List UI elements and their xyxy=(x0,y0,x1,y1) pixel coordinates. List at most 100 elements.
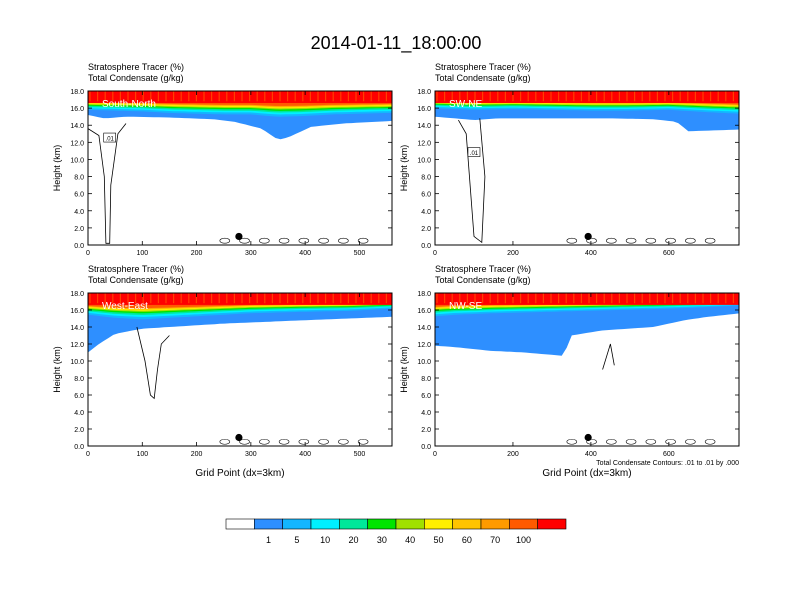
x-tick-label: 400 xyxy=(585,451,597,458)
surface-contour xyxy=(685,237,696,244)
y-tick-label: 6.0 xyxy=(74,393,84,400)
x-tick-label: 300 xyxy=(245,451,257,458)
y-tick-label: 0.0 xyxy=(74,444,84,451)
y-tick-label: 14.0 xyxy=(417,123,431,130)
figure-title: 2014-01-11_18:00:00 xyxy=(311,33,482,54)
surface-contour xyxy=(219,237,231,244)
surface-contour xyxy=(586,237,597,244)
y-tick-label: 10.0 xyxy=(417,157,431,164)
y-tick-label: 12.0 xyxy=(70,342,84,349)
colorbar-label: 40 xyxy=(405,535,415,545)
y-tick-label: 10.0 xyxy=(70,359,84,366)
contour-label: .01 xyxy=(470,151,479,157)
colorbar-swatch xyxy=(310,518,340,530)
colorbar-swatch xyxy=(424,518,453,530)
surface-contour xyxy=(259,237,270,244)
surface-contour xyxy=(665,438,676,445)
y-tick-label: 10.0 xyxy=(417,359,431,366)
colorbar-swatch xyxy=(367,518,397,530)
surface-contour xyxy=(338,237,349,244)
contour-footer-note: Total Condensate Contours: .01 to .01 by… xyxy=(596,460,739,467)
x-tick-label: 0 xyxy=(433,451,437,458)
x-tick-label: 200 xyxy=(507,451,519,458)
surface-contour xyxy=(625,237,637,244)
plot-frame xyxy=(87,292,393,447)
panel-header-line1: Stratosphere Tracer (%) xyxy=(88,264,184,274)
plot-frame xyxy=(434,292,740,447)
surface-contour xyxy=(704,237,716,244)
surface-contour xyxy=(665,237,676,244)
x-tick-label: 0 xyxy=(86,451,90,458)
surface-contour xyxy=(566,438,578,445)
y-tick-label: 10.0 xyxy=(70,157,84,164)
y-axis-label: Height (km) xyxy=(399,346,409,393)
x-tick-label: 400 xyxy=(299,451,311,458)
location-marker xyxy=(584,433,592,442)
tracer-top-band xyxy=(435,91,739,103)
panel-header-line2: Total Condensate (g/kg) xyxy=(88,73,184,83)
x-tick-label: 200 xyxy=(191,451,203,458)
y-axis-label: Height (km) xyxy=(52,145,62,192)
surface-contour xyxy=(219,438,231,445)
surface-contour xyxy=(298,237,310,244)
x-tick-label: 400 xyxy=(585,250,597,257)
y-tick-label: 0.0 xyxy=(74,243,84,250)
x-tick-label: 200 xyxy=(507,250,519,257)
surface-contour xyxy=(298,438,310,445)
colorbar-swatch xyxy=(282,518,312,530)
surface-contour xyxy=(566,237,578,244)
colorbar-label: 70 xyxy=(490,535,500,545)
tracer-top-band xyxy=(88,91,392,103)
colorbar-swatch xyxy=(537,518,567,530)
colorbar-label: 1 xyxy=(266,535,271,545)
panel-header-line1: Stratosphere Tracer (%) xyxy=(435,264,531,274)
y-tick-label: 6.0 xyxy=(421,393,431,400)
surface-contour xyxy=(357,438,369,445)
panel-bottom-left: West-East Stratosphere Tracer (%)Total Co… xyxy=(52,264,393,479)
x-tick-label: 100 xyxy=(136,451,148,458)
plot-area xyxy=(88,91,392,245)
colorbar-label: 60 xyxy=(462,535,472,545)
location-marker xyxy=(235,232,243,241)
y-tick-label: 16.0 xyxy=(417,308,431,315)
surface-contour xyxy=(318,438,329,445)
colorbar-swatch xyxy=(225,518,255,530)
condensate-contour xyxy=(88,123,127,244)
y-tick-label: 12.0 xyxy=(417,140,431,147)
panel-top-right: .01 SW-NE Stratosphere Tracer (%)Total Con… xyxy=(399,62,740,257)
y-tick-label: 2.0 xyxy=(74,226,84,233)
contour-label: .01 xyxy=(106,137,115,143)
x-tick-label: 500 xyxy=(354,451,366,458)
colorbar: 1 5 10 20 30 40 50 60 70 100 xyxy=(225,518,567,545)
panel-header-line2: Total Condensate (g/kg) xyxy=(435,275,531,285)
x-tick-label: 0 xyxy=(86,250,90,257)
y-tick-label: 16.0 xyxy=(70,106,84,113)
y-tick-label: 2.0 xyxy=(421,427,431,434)
colorbar-swatch xyxy=(395,518,425,530)
y-tick-label: 18.0 xyxy=(70,291,84,298)
x-tick-label: 600 xyxy=(663,451,675,458)
y-tick-label: 12.0 xyxy=(70,140,84,147)
surface-contour xyxy=(338,438,349,445)
y-tick-label: 4.0 xyxy=(421,209,431,216)
x-tick-label: 400 xyxy=(299,250,311,257)
y-axis-label: Height (km) xyxy=(399,145,409,192)
y-axis-label: Height (km) xyxy=(52,346,62,393)
surface-contour xyxy=(704,438,716,445)
location-marker xyxy=(584,232,592,241)
y-tick-label: 8.0 xyxy=(74,376,84,383)
x-axis-label: Grid Point (dx=3km) xyxy=(542,468,631,479)
panel-header-line1: Stratosphere Tracer (%) xyxy=(88,62,184,72)
x-tick-label: 200 xyxy=(191,250,203,257)
colorbar-label: 20 xyxy=(348,535,358,545)
surface-contour xyxy=(645,438,657,445)
y-tick-label: 18.0 xyxy=(417,291,431,298)
surface-contour xyxy=(278,438,290,445)
x-axis-label: Grid Point (dx=3km) xyxy=(195,468,284,479)
colorbar-swatch xyxy=(452,518,482,530)
y-tick-label: 14.0 xyxy=(70,123,84,130)
panel-header-line2: Total Condensate (g/kg) xyxy=(88,275,184,285)
colorbar-label: 10 xyxy=(320,535,330,545)
